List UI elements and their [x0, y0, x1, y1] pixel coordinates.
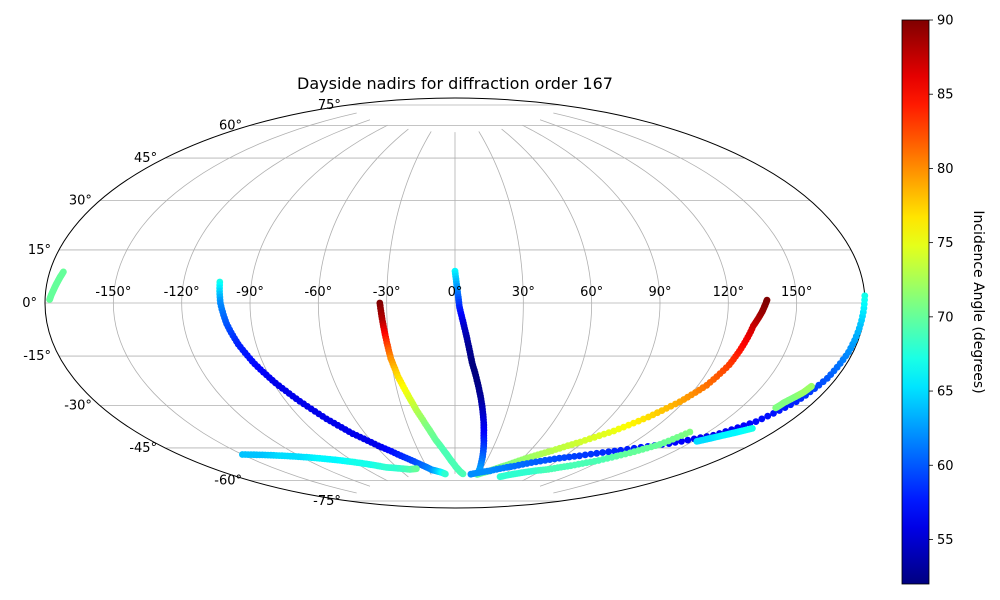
data-point [581, 451, 589, 459]
data-point [576, 452, 583, 460]
data-point [763, 296, 771, 304]
data-point [565, 453, 573, 461]
colorbar-tick-label: 70 [937, 310, 954, 325]
meridian-line [478, 131, 524, 475]
data-point [560, 454, 568, 461]
lon-tick-label: -30° [373, 285, 401, 300]
lon-tick-label: 0° [448, 285, 463, 300]
meridian-line [386, 131, 432, 475]
data-point [442, 470, 449, 478]
data-point [459, 470, 467, 478]
lat-tick-label: 30° [69, 194, 92, 209]
colorbar-tick-label: 80 [937, 162, 954, 177]
meridian-line [539, 119, 729, 487]
data-point [605, 448, 612, 456]
data-point [752, 418, 760, 425]
meridian-line [522, 124, 661, 482]
data-point [611, 447, 618, 455]
colorbar-tick-label: 65 [937, 385, 954, 400]
data-point [617, 446, 625, 454]
data-point [587, 450, 595, 458]
lon-tick-label: 90° [648, 285, 671, 300]
data-point [686, 428, 694, 436]
data-point [758, 415, 766, 423]
lat-tick-label: -15° [23, 349, 51, 364]
meridian-line [249, 124, 388, 482]
lat-tick-label: -75° [313, 494, 341, 509]
colorbar-tick-label: 75 [937, 236, 954, 251]
lat-tick-label: -60° [214, 474, 242, 489]
scatter-points [46, 267, 869, 481]
data-point [60, 268, 67, 276]
colorbar-tick-label: 85 [937, 88, 954, 103]
lon-tick-label: -90° [236, 285, 264, 300]
lat-tick-label: 75° [318, 98, 341, 113]
data-point [571, 453, 578, 460]
lat-tick-label: 45° [134, 151, 157, 166]
data-point [684, 436, 692, 444]
meridian-line [181, 119, 371, 487]
colorbar-label: Incidence Angle (degrees) [970, 210, 986, 393]
meridian-line [501, 128, 593, 478]
lat-tick-label: 15° [28, 243, 51, 258]
colorbar-gradient [901, 19, 930, 585]
colorbar-tick-label: 90 [937, 14, 954, 29]
data-point [593, 449, 601, 457]
map-grid [44, 97, 866, 509]
lon-tick-label: 60° [580, 285, 603, 300]
lat-tick-label: 60° [219, 118, 242, 133]
lon-tick-label: -150° [95, 285, 131, 300]
data-point [770, 410, 777, 417]
map-tick-labels: -150° -120° -90° -60° -30° 0° 30° 60° 90° 120° 150… [22, 98, 812, 509]
data-point [808, 382, 815, 390]
chart-title: Dayside nadirs for diffraction order 167 [297, 74, 613, 93]
data-point [599, 449, 606, 456]
meridian-line [317, 128, 409, 478]
data-point [678, 437, 685, 445]
lon-tick-label: 150° [781, 285, 812, 300]
lat-tick-label: -45° [129, 441, 157, 456]
data-point [413, 465, 420, 473]
lat-tick-label: -30° [64, 399, 92, 414]
data-point [749, 425, 756, 432]
lon-tick-label: 30° [512, 285, 535, 300]
lon-tick-label: -120° [164, 285, 200, 300]
meridian-line [112, 112, 357, 494]
lon-tick-label: 120° [713, 285, 744, 300]
lon-tick-label: -60° [304, 285, 332, 300]
colorbar-tick-label: 55 [937, 533, 954, 548]
colorbar: 55 60 65 70 75 80 85 90 Incidence Angle (degree… [901, 14, 986, 585]
colorbar-tick-label: 60 [937, 459, 954, 474]
lat-tick-label: 0° [22, 296, 37, 311]
data-point [764, 412, 772, 420]
data-point [861, 292, 869, 300]
colorbar-ticks: 55 60 65 70 75 80 85 90 [929, 14, 954, 548]
meridian-line [553, 112, 798, 494]
